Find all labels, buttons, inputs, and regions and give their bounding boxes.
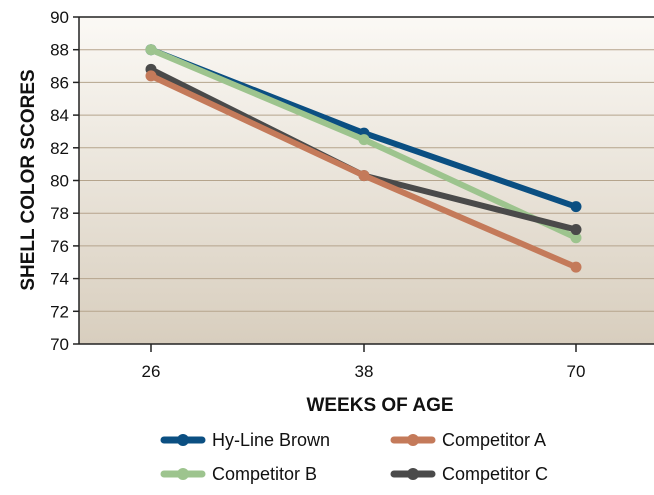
data-point-competitor-a-70 [570, 261, 582, 273]
data-point-competitor-b-26 [145, 44, 157, 56]
legend-label: Competitor A [442, 430, 546, 450]
legend-swatch-marker [407, 434, 419, 446]
series-competitor-a [145, 70, 582, 273]
legend-item-hy-line-brown: Hy-Line Brown [160, 430, 330, 450]
legend-item-competitor-c: Competitor C [390, 464, 548, 484]
x-tick-label-26: 26 [142, 362, 161, 381]
y-tick-label-86: 86 [50, 73, 69, 92]
legend-item-competitor-a: Competitor A [390, 430, 546, 450]
legend-swatch-marker [407, 468, 419, 480]
x-tick-label-38: 38 [355, 362, 374, 381]
series-lines [145, 44, 582, 273]
legend-label: Competitor B [212, 464, 317, 484]
axes [73, 16, 654, 352]
legend-item-competitor-b: Competitor B [160, 464, 317, 484]
y-tick-label-74: 74 [50, 270, 69, 289]
data-point-competitor-a-26 [145, 70, 157, 82]
x-axis-title: WEEKS OF AGE [306, 395, 453, 416]
series-competitor-b [145, 44, 582, 244]
y-tick-label-70: 70 [50, 335, 69, 354]
legend: Hy-Line Brown Competitor A Competitor B Com… [160, 430, 548, 484]
y-tick-label-76: 76 [50, 237, 69, 256]
data-point-competitor-b-70 [570, 232, 582, 244]
y-tick-label-80: 80 [50, 172, 69, 191]
y-tick-label-78: 78 [50, 204, 69, 223]
y-tick-label-90: 90 [50, 8, 69, 27]
legend-label: Competitor C [442, 464, 548, 484]
data-point-competitor-c-70 [570, 224, 582, 236]
data-point-hy-line-brown-70 [570, 201, 582, 213]
y-tick-label-82: 82 [50, 139, 69, 158]
y-tick-label-84: 84 [50, 106, 69, 125]
data-point-competitor-a-38 [358, 170, 370, 182]
legend-label: Hy-Line Brown [212, 430, 330, 450]
data-point-competitor-b-38 [358, 134, 370, 146]
y-tick-label-72: 72 [50, 302, 69, 321]
y-tick-label-88: 88 [50, 41, 69, 60]
legend-swatch-marker [177, 434, 189, 446]
x-tick-label-70: 70 [567, 362, 586, 381]
y-axis-title: SHELL COLOR SCORES [18, 69, 39, 290]
axis-labels: 70 72 74 76 78 80 82 84 86 88 90 26 38 70 [50, 8, 585, 381]
legend-swatch-marker [177, 468, 189, 480]
